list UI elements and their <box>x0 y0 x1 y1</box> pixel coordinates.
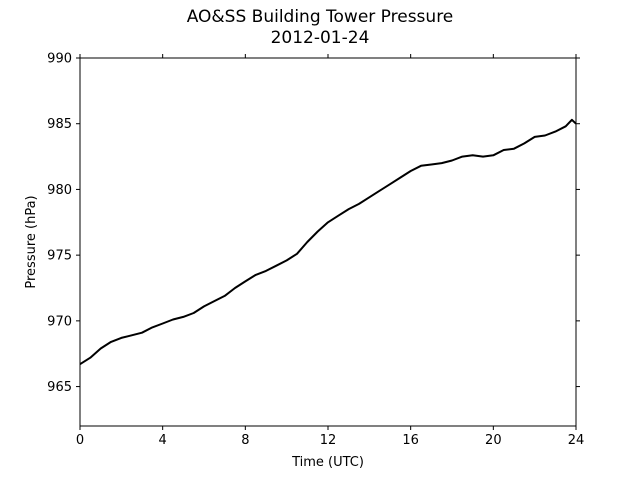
x-axis-ticks: 0 4 8 12 16 20 24 <box>76 54 584 448</box>
x-tick-label: 20 <box>485 433 502 448</box>
y-axis-ticks: 965 970 975 980 985 990 <box>47 52 580 395</box>
plot-frame <box>79 57 577 427</box>
y-tick-label: 970 <box>47 314 72 329</box>
x-tick-label: 0 <box>76 433 84 448</box>
x-tick-label: 16 <box>402 433 419 448</box>
y-tick-label: 985 <box>47 117 72 132</box>
y-tick-label: 975 <box>47 249 72 264</box>
x-tick-label: 12 <box>320 433 337 448</box>
chart-subtitle: 2012-01-24 <box>270 28 370 48</box>
y-tick-label: 965 <box>47 380 72 395</box>
pressure-series-line <box>79 118 577 366</box>
x-tick-label: 4 <box>159 433 167 448</box>
x-axis-label: Time (UTC) <box>291 455 364 470</box>
y-tick-label: 990 <box>47 52 72 67</box>
y-axis-label: Pressure (hPa) <box>24 195 39 288</box>
x-tick-label: 24 <box>568 433 585 448</box>
y-tick-label: 980 <box>47 183 72 198</box>
x-tick-label: 8 <box>241 433 249 448</box>
chart-title: AO&SS Building Tower Pressure <box>186 7 454 27</box>
